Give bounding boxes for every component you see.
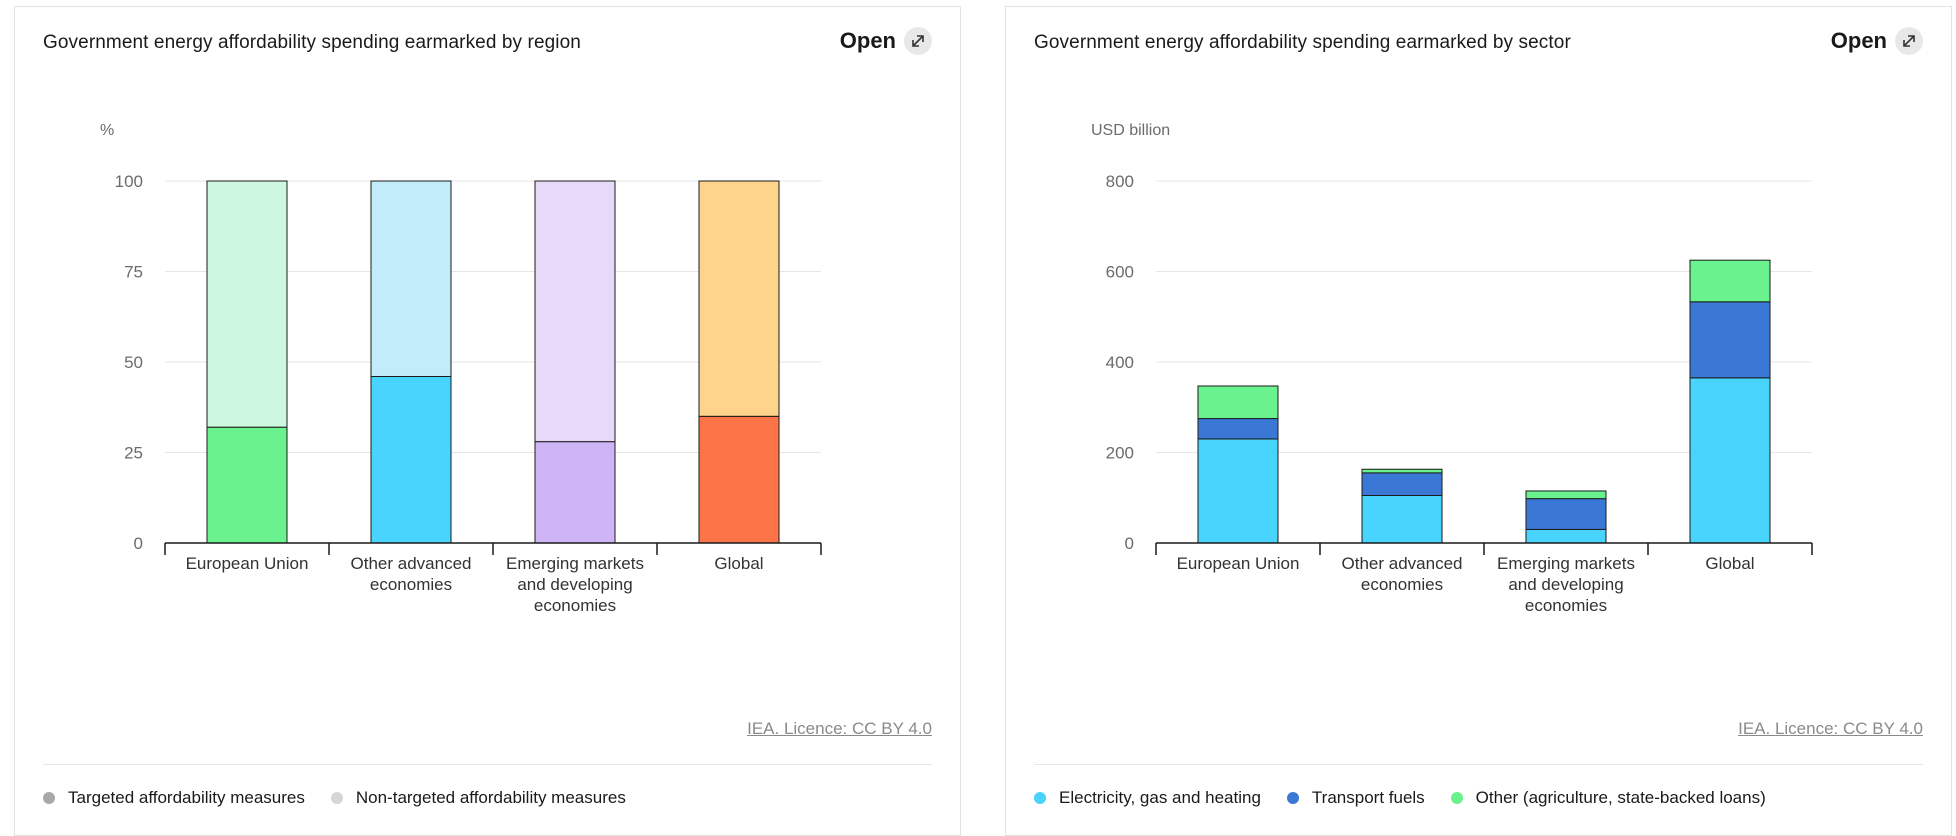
y-tick-label: 25 bbox=[124, 444, 143, 463]
open-label: Open bbox=[1830, 28, 1887, 53]
legend-item[interactable]: Electricity, gas and heating bbox=[1034, 788, 1261, 808]
legend-dot-icon bbox=[1450, 792, 1463, 804]
chart-card-sector: Government energy affordability spending… bbox=[1005, 6, 1952, 836]
bar-segment bbox=[1525, 490, 1607, 500]
x-category-label: European Union bbox=[186, 554, 309, 573]
y-axis-unit-label: % bbox=[100, 122, 114, 139]
legend-dot-icon bbox=[43, 792, 55, 804]
expand-icon bbox=[904, 27, 932, 55]
legend-label: Electricity, gas and heating bbox=[1059, 788, 1261, 807]
x-category-label: Emerging markets bbox=[506, 554, 644, 573]
x-category-label: Other advanced bbox=[351, 554, 472, 573]
legend-item[interactable]: Non-targeted affordability measures bbox=[330, 788, 626, 808]
legend-label: Other (agriculture, state-backed loans) bbox=[1475, 788, 1766, 807]
chart-legend: Electricity, gas and heating Transport fu… bbox=[1034, 788, 1792, 808]
bar-segment bbox=[698, 415, 780, 544]
bar-segment bbox=[534, 441, 616, 544]
x-category-label: economies bbox=[534, 596, 616, 615]
chart-card-region: Government energy affordability spending… bbox=[14, 6, 961, 836]
open-button[interactable]: Open bbox=[1831, 27, 1923, 55]
bar-segment bbox=[1361, 468, 1443, 474]
y-axis-unit-label: USD billion bbox=[1091, 122, 1170, 139]
x-category-label: Global bbox=[1705, 554, 1754, 573]
bar-segment bbox=[206, 426, 288, 544]
open-button[interactable]: Open bbox=[840, 27, 932, 55]
legend-item[interactable]: Other (agriculture, state-backed loans) bbox=[1450, 788, 1766, 808]
bar-segment bbox=[1361, 494, 1443, 544]
bar-segment bbox=[1689, 301, 1771, 379]
bar-segment bbox=[1525, 528, 1607, 544]
stacked-bar-chart-sector: USD billion 0 200 400 600 800 European Union Ot… bbox=[1091, 122, 1813, 615]
divider bbox=[1034, 764, 1923, 765]
x-category-label: Emerging markets bbox=[1497, 554, 1635, 573]
legend-label: Targeted affordability measures bbox=[68, 788, 305, 807]
bar-segment bbox=[1197, 438, 1279, 544]
licence-link[interactable]: IEA. Licence: CC BY 4.0 bbox=[747, 719, 932, 738]
x-category-label: European Union bbox=[1177, 554, 1300, 573]
y-tick-label: 200 bbox=[1106, 444, 1134, 463]
y-tick-label: 0 bbox=[1125, 534, 1134, 553]
chart-title: Government energy affordability spending… bbox=[43, 32, 581, 53]
bar-segment bbox=[370, 180, 452, 377]
legend-dot-icon bbox=[330, 792, 343, 804]
bar-segment bbox=[1197, 418, 1279, 440]
expand-icon bbox=[1895, 27, 1923, 55]
bar-segment bbox=[1525, 498, 1607, 530]
x-category-label: Global bbox=[714, 554, 763, 573]
bar-segment bbox=[534, 180, 616, 443]
chart-title: Government energy affordability spending… bbox=[1034, 32, 1571, 53]
legend-item[interactable]: Targeted affordability measures bbox=[43, 788, 305, 808]
divider bbox=[43, 764, 932, 765]
x-category-label: and developing bbox=[517, 575, 632, 594]
bar-segment bbox=[698, 180, 780, 417]
y-tick-label: 400 bbox=[1106, 353, 1134, 372]
licence-link[interactable]: IEA. Licence: CC BY 4.0 bbox=[1738, 719, 1923, 738]
open-label: Open bbox=[839, 28, 896, 53]
x-category-label: economies bbox=[370, 575, 452, 594]
chart-legend: Targeted affordability measures Non-targe… bbox=[43, 788, 652, 808]
legend-item[interactable]: Transport fuels bbox=[1286, 788, 1425, 808]
legend-dot-icon bbox=[1286, 792, 1299, 804]
bar-segment bbox=[1689, 259, 1771, 303]
y-tick-label: 100 bbox=[115, 172, 143, 191]
stacked-bar-chart-region: % 0 25 50 75 100 European Union Other advanced e… bbox=[100, 122, 822, 615]
legend-dot-icon bbox=[1034, 792, 1046, 804]
x-category-label: economies bbox=[1361, 575, 1443, 594]
y-tick-label: 0 bbox=[134, 534, 143, 553]
x-category-label: economies bbox=[1525, 596, 1607, 615]
bar-segment bbox=[1689, 377, 1771, 544]
legend-label: Transport fuels bbox=[1311, 788, 1425, 807]
x-category-label: Other advanced bbox=[1342, 554, 1463, 573]
y-tick-label: 600 bbox=[1106, 263, 1134, 282]
y-tick-label: 75 bbox=[124, 263, 143, 282]
y-tick-label: 800 bbox=[1106, 172, 1134, 191]
legend-label: Non-targeted affordability measures bbox=[355, 788, 626, 807]
bar-segment bbox=[1197, 385, 1279, 420]
bar-segment bbox=[1361, 472, 1443, 496]
bar-segment bbox=[370, 375, 452, 544]
bar-segment bbox=[206, 180, 288, 428]
x-category-label: and developing bbox=[1508, 575, 1623, 594]
y-tick-label: 50 bbox=[124, 353, 143, 372]
